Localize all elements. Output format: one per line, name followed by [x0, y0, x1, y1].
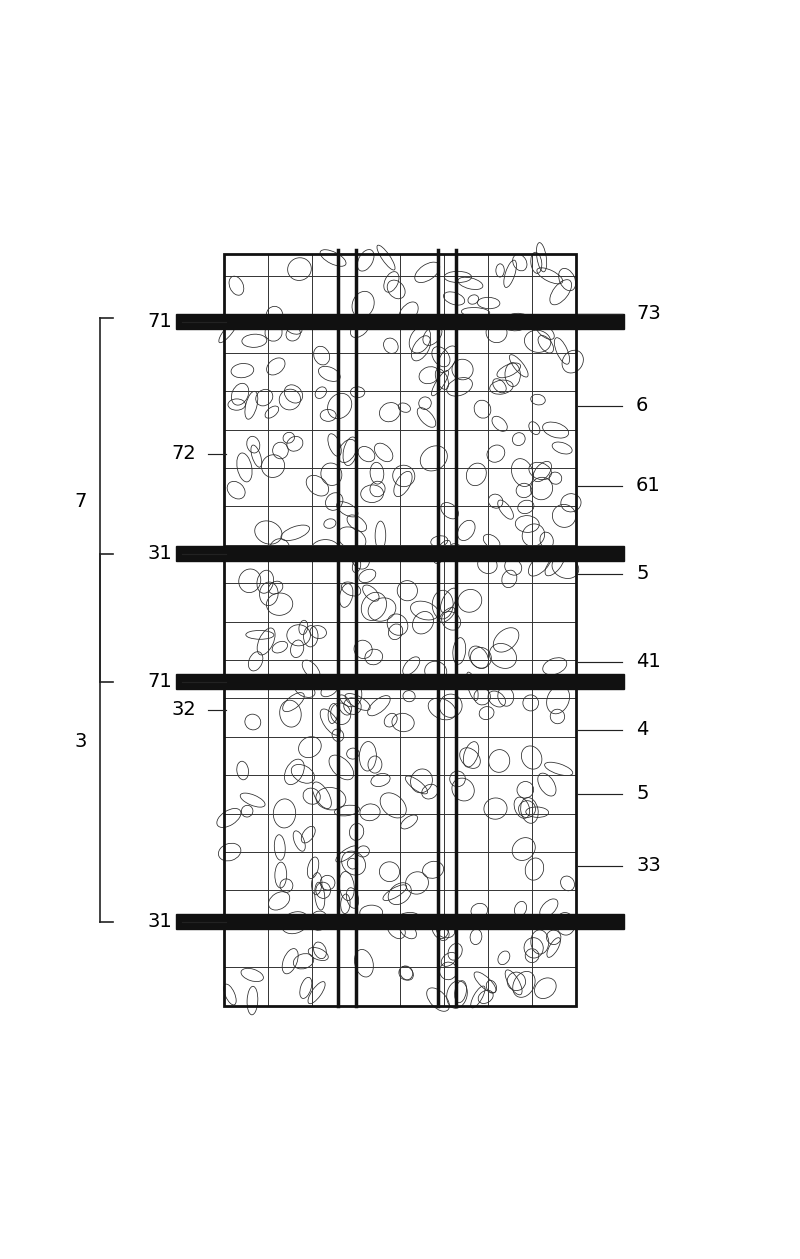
Bar: [224, 253, 576, 1006]
Text: 33: 33: [636, 856, 661, 875]
Bar: [224, 253, 576, 1006]
Text: 4: 4: [636, 720, 648, 739]
Text: 5: 5: [636, 784, 649, 803]
Text: 5: 5: [636, 564, 649, 583]
Text: 71: 71: [147, 312, 172, 331]
Text: 41: 41: [636, 652, 661, 671]
Bar: [176, 675, 624, 689]
Text: 31: 31: [147, 544, 172, 563]
Text: 32: 32: [171, 700, 196, 719]
Text: 72: 72: [171, 444, 196, 463]
Bar: [176, 315, 624, 329]
Text: 71: 71: [147, 672, 172, 691]
Text: 73: 73: [636, 303, 661, 324]
Text: 61: 61: [636, 476, 661, 495]
Bar: [176, 914, 624, 929]
Text: 3: 3: [74, 731, 86, 752]
Text: 7: 7: [74, 492, 86, 511]
Text: 31: 31: [147, 912, 172, 930]
Bar: [176, 546, 624, 560]
Text: 6: 6: [636, 397, 648, 415]
